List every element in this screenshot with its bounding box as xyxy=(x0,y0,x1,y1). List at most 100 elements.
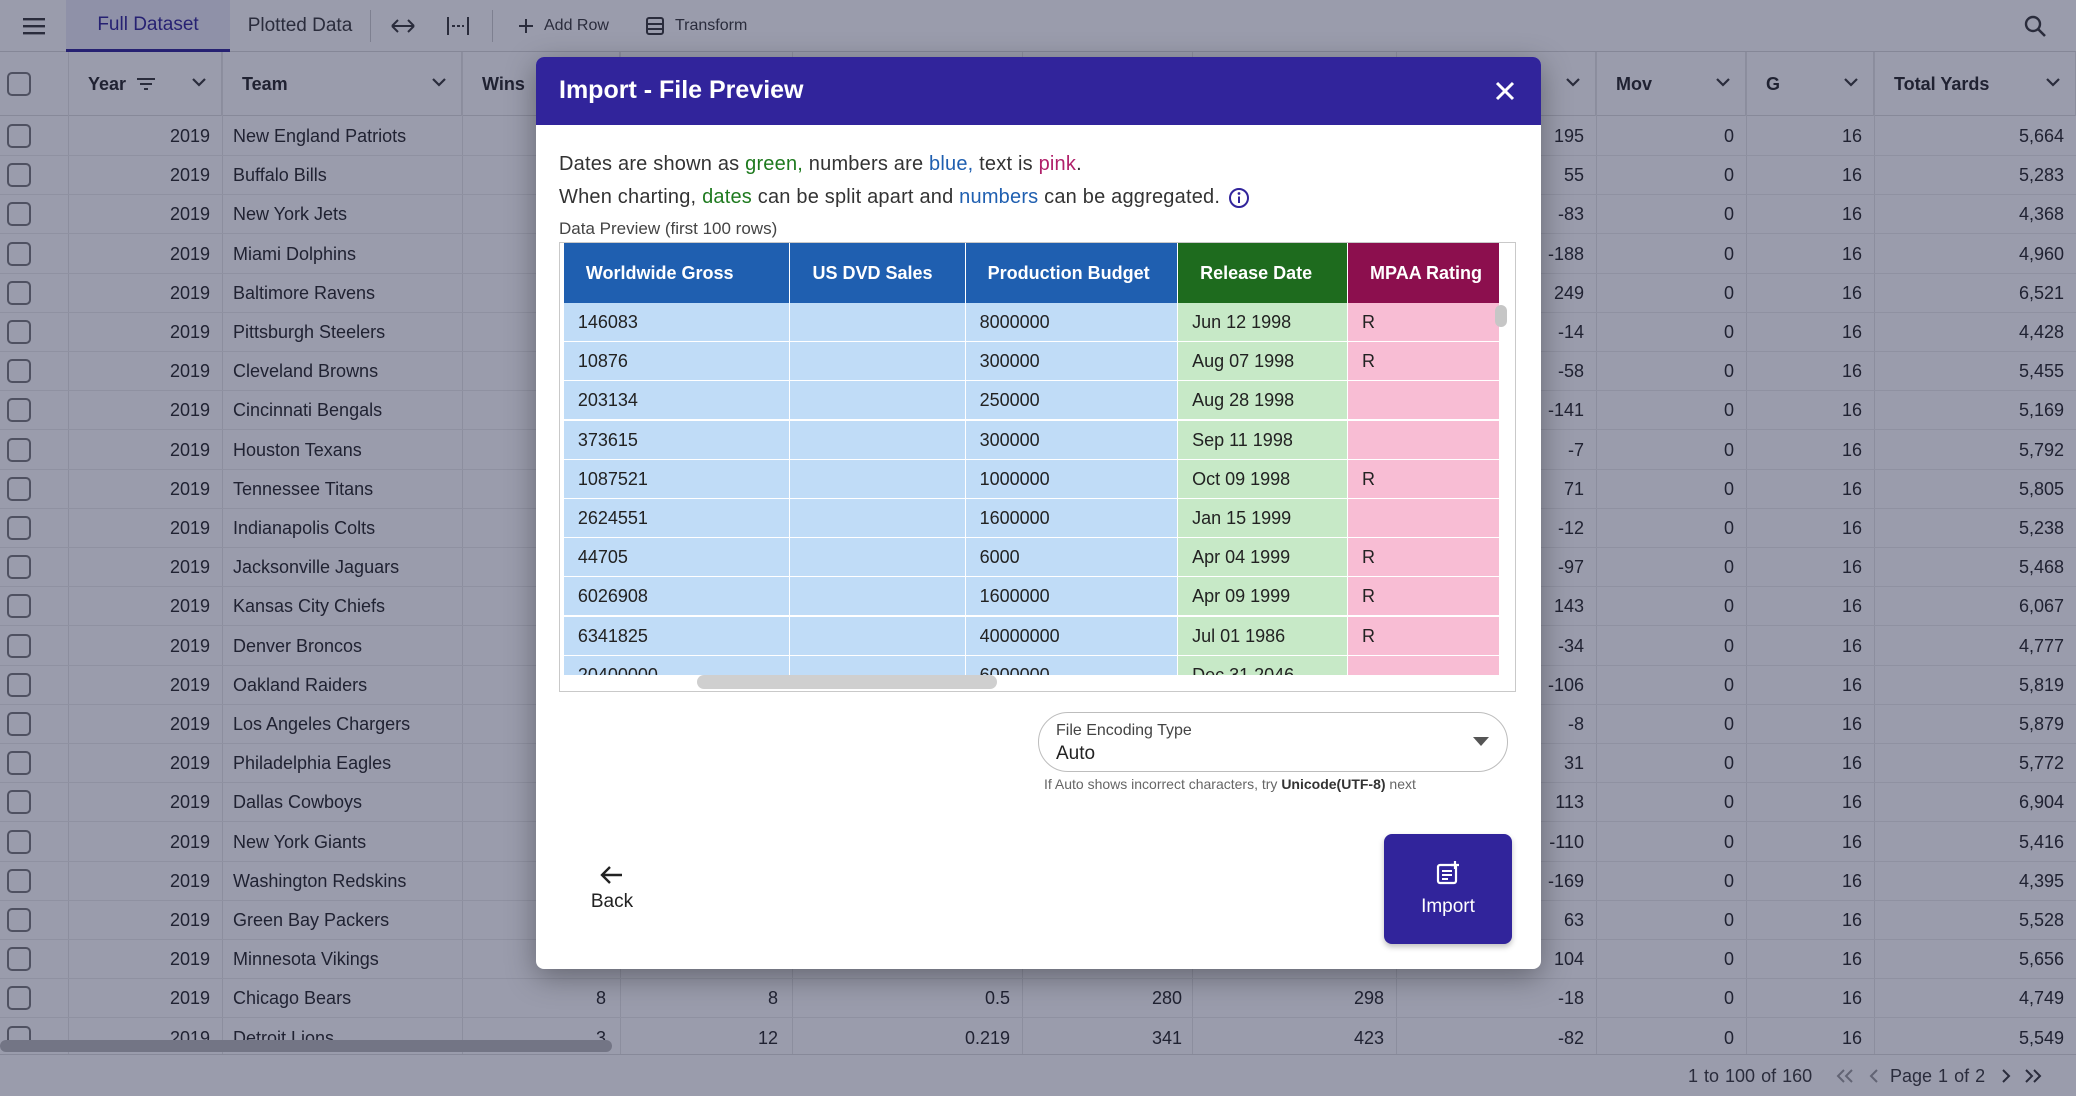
cell-mov[interactable]: 0 xyxy=(1723,243,1734,264)
cell-year[interactable]: 2019 xyxy=(169,988,210,1009)
cell-g[interactable]: 16 xyxy=(1841,831,1862,852)
cell-g[interactable]: 16 xyxy=(1841,165,1862,186)
cell-diff[interactable]: -8 xyxy=(1567,714,1584,734)
cell-yards[interactable]: 5,169 xyxy=(2018,400,2064,421)
cell-yards[interactable]: 5,528 xyxy=(2018,910,2064,930)
cell-team[interactable]: Oakland Raiders xyxy=(233,674,368,695)
chevron-down-icon[interactable] xyxy=(1565,74,1581,90)
cell-mov[interactable]: 0 xyxy=(1723,792,1734,813)
filter-icon[interactable] xyxy=(136,77,156,91)
cell-team[interactable]: Jacksonville Jaguars xyxy=(233,557,400,578)
select-all-checkbox[interactable] xyxy=(7,72,31,96)
cell-team[interactable]: Buffalo Bills xyxy=(233,165,327,186)
cell-mov[interactable]: 0 xyxy=(1723,439,1734,460)
chevron-down-icon[interactable] xyxy=(431,74,447,90)
cell-diff[interactable]: -14 xyxy=(1557,322,1584,342)
cell-year[interactable]: 2019 xyxy=(169,635,210,656)
cell-yards[interactable]: 5,238 xyxy=(2018,518,2064,538)
cell-g[interactable]: 16 xyxy=(1841,870,1862,891)
row-checkbox[interactable] xyxy=(7,986,31,1011)
cell-losses[interactable]: 12 xyxy=(757,1027,778,1048)
cell-yards[interactable]: 6,904 xyxy=(2018,792,2064,813)
cell-mov[interactable]: 0 xyxy=(1723,714,1734,734)
cell-mov[interactable]: 0 xyxy=(1723,518,1734,538)
preview-vertical-scrollbar[interactable] xyxy=(1495,305,1507,327)
cell-year[interactable]: 2019 xyxy=(169,126,210,146)
row-checkbox[interactable] xyxy=(7,633,31,658)
cell-mov[interactable]: 0 xyxy=(1723,674,1734,695)
cell-diff[interactable]: 31 xyxy=(1563,753,1584,774)
cell-year[interactable]: 2019 xyxy=(169,596,210,617)
cell-mov[interactable]: 0 xyxy=(1723,635,1734,656)
column-header-diff[interactable] xyxy=(1396,52,1596,116)
cell-year[interactable]: 2019 xyxy=(169,674,210,695)
row-checkbox[interactable] xyxy=(7,124,31,148)
cell-year[interactable]: 2019 xyxy=(169,204,210,225)
row-checkbox[interactable] xyxy=(7,163,31,188)
row-checkbox[interactable] xyxy=(7,672,31,697)
cell-pf[interactable]: 280 xyxy=(1151,988,1182,1009)
cell-g[interactable]: 16 xyxy=(1841,1027,1862,1048)
cell-mov[interactable]: 0 xyxy=(1723,831,1734,852)
cell-diff[interactable]: -34 xyxy=(1557,635,1584,656)
cell-year[interactable]: 2019 xyxy=(169,753,210,774)
row-checkbox[interactable] xyxy=(7,594,31,619)
row-checkbox[interactable] xyxy=(7,790,31,815)
cell-team[interactable]: Chicago Bears xyxy=(233,988,352,1009)
cell-yards[interactable]: 4,777 xyxy=(2018,635,2064,656)
first-page-icon[interactable] xyxy=(1836,1069,1854,1083)
cell-g[interactable]: 16 xyxy=(1841,792,1862,813)
cell-g[interactable]: 16 xyxy=(1841,635,1862,656)
table-row[interactable]: 2019 New York Giants -110 0 16 5,416 xyxy=(0,823,2076,862)
next-page-icon[interactable] xyxy=(2000,1069,2012,1083)
cell-diff[interactable]: -141 xyxy=(1547,400,1584,421)
cell-g[interactable]: 16 xyxy=(1841,674,1862,695)
cell-g[interactable]: 16 xyxy=(1841,322,1862,342)
column-header-g[interactable]: G xyxy=(1746,52,1874,116)
transform-button[interactable]: Transform xyxy=(645,10,747,42)
cell-team[interactable]: Washington Redskins xyxy=(233,870,407,891)
chevron-down-icon[interactable] xyxy=(1715,74,1731,90)
cell-yards[interactable]: 4,428 xyxy=(2018,322,2064,342)
chevron-down-icon[interactable] xyxy=(2045,74,2061,90)
chevron-down-icon[interactable] xyxy=(1843,74,1859,90)
cell-wins[interactable]: 8 xyxy=(595,988,606,1009)
cell-team[interactable]: Cincinnati Bengals xyxy=(233,400,383,421)
cell-diff[interactable]: 104 xyxy=(1553,949,1584,970)
cell-year[interactable]: 2019 xyxy=(169,870,210,891)
cell-g[interactable]: 16 xyxy=(1841,596,1862,617)
cell-year[interactable]: 2019 xyxy=(169,400,210,421)
cell-g[interactable]: 16 xyxy=(1841,126,1862,146)
tab-plotted-data[interactable]: Plotted Data xyxy=(247,15,353,36)
cell-mov[interactable]: 0 xyxy=(1723,165,1734,186)
cell-year[interactable]: 2019 xyxy=(169,243,210,264)
cell-g[interactable]: 16 xyxy=(1841,439,1862,460)
row-checkbox[interactable] xyxy=(7,398,31,423)
cell-yards[interactable]: 4,395 xyxy=(2018,870,2064,891)
cell-team[interactable]: Cleveland Browns xyxy=(233,361,379,382)
cell-mov[interactable]: 0 xyxy=(1723,988,1734,1009)
row-checkbox[interactable] xyxy=(7,516,31,540)
cell-yards[interactable]: 5,656 xyxy=(2018,949,2064,970)
cell-pa[interactable]: 298 xyxy=(1353,988,1384,1009)
column-header-mov[interactable]: Mov xyxy=(1596,52,1746,116)
cell-pct[interactable]: 0.5 xyxy=(984,988,1010,1009)
row-checkbox[interactable] xyxy=(7,359,31,384)
cell-year[interactable]: 2019 xyxy=(169,361,210,382)
cell-g[interactable]: 16 xyxy=(1841,204,1862,225)
cell-team[interactable]: New York Jets xyxy=(233,204,348,225)
cell-mov[interactable]: 0 xyxy=(1723,910,1734,930)
cell-mov[interactable]: 0 xyxy=(1723,400,1734,421)
cell-diff[interactable]: 113 xyxy=(1555,792,1584,813)
cell-yards[interactable]: 5,879 xyxy=(2018,714,2064,734)
add-row-button[interactable]: Add Row xyxy=(518,10,609,42)
column-header-team[interactable]: Team xyxy=(222,52,462,116)
cell-pa[interactable]: 423 xyxy=(1353,1027,1384,1048)
cell-yards[interactable]: 5,792 xyxy=(2018,439,2064,460)
cell-mov[interactable]: 0 xyxy=(1723,282,1734,303)
cell-yards[interactable]: 5,772 xyxy=(2018,753,2064,774)
cell-yards[interactable]: 5,819 xyxy=(2018,674,2064,695)
cell-team[interactable]: Baltimore Ravens xyxy=(233,282,376,303)
cell-pct[interactable]: 0.219 xyxy=(964,1027,1010,1048)
cell-team[interactable]: Tennessee Titans xyxy=(233,478,374,499)
